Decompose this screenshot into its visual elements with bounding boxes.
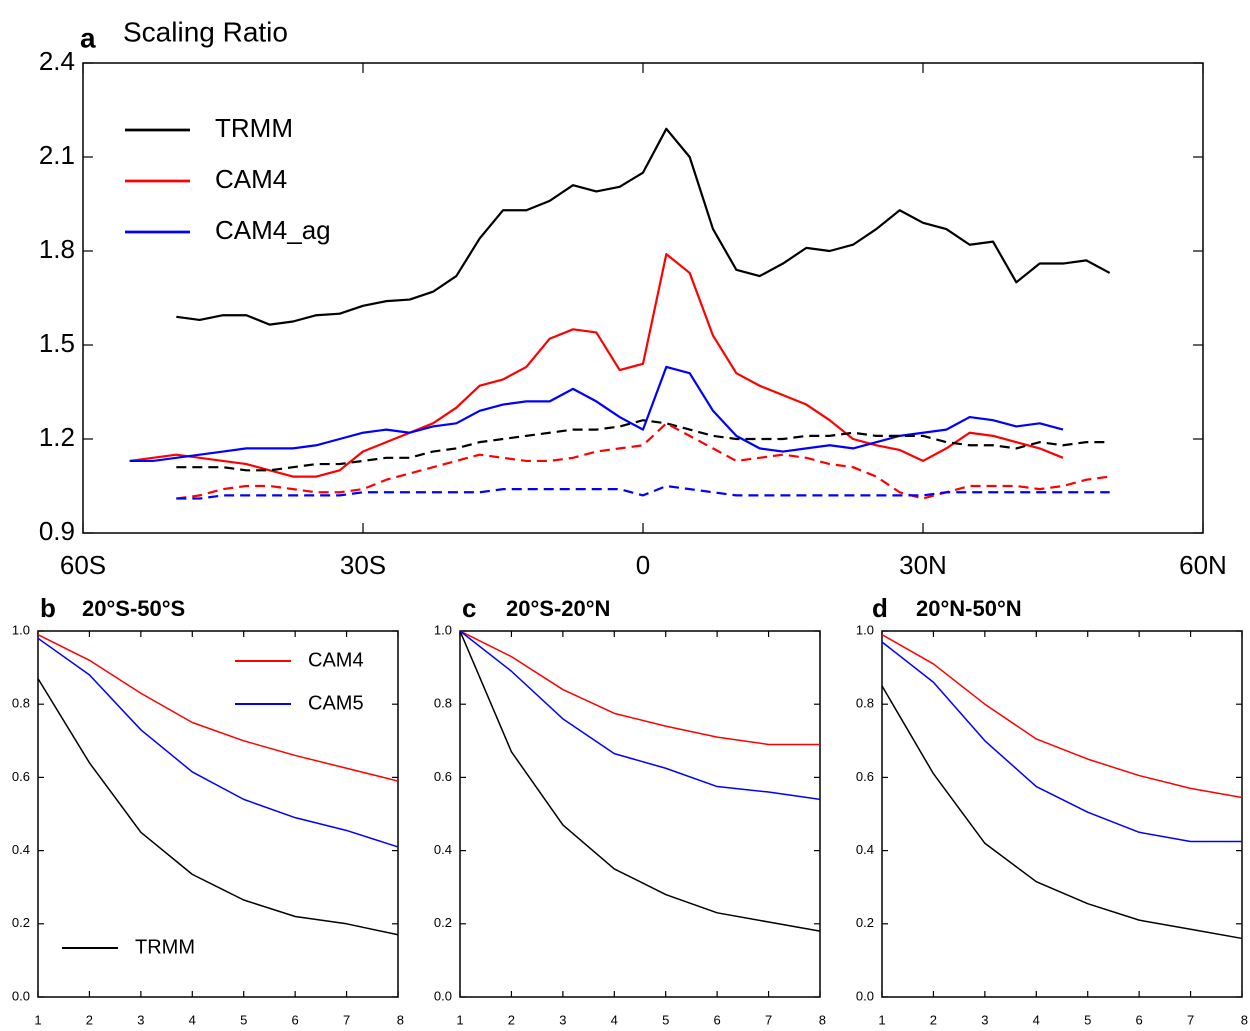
series-line: [37, 633, 399, 782]
series-line: [459, 630, 820, 746]
y-tick-label: 0.8: [12, 696, 30, 711]
series-line: [37, 637, 399, 848]
series-line: [176, 422, 1110, 500]
plot-frame: [881, 630, 1243, 998]
y-tick-label: 0.0: [12, 988, 30, 1003]
y-tick-label: 0.8: [434, 696, 452, 711]
x-tick-label: 7: [343, 1012, 350, 1027]
y-tick-label: 1.0: [12, 622, 30, 637]
x-tick-label: 4: [1033, 1012, 1040, 1027]
panel-title: 20°N-50°N: [916, 596, 1022, 621]
y-tick-label: 0.4: [12, 842, 30, 857]
series-line: [176, 127, 1111, 326]
series-line: [37, 678, 399, 936]
x-tick-label: 3: [981, 1012, 988, 1027]
x-tick-label: 5: [240, 1012, 247, 1027]
x-tick-label: 1: [34, 1012, 41, 1027]
x-tick-label: 2: [86, 1012, 93, 1027]
y-tick-label: 1.0: [856, 622, 874, 637]
x-tick-label: 6: [292, 1012, 299, 1027]
legend-label: CAM4_ag: [215, 215, 331, 245]
panel-title: 20°S-50°S: [82, 596, 185, 621]
plot-frame: [37, 630, 399, 998]
y-tick-label: 2.1: [39, 140, 75, 170]
y-tick-label: 0.4: [856, 842, 874, 857]
y-tick-label: 0.2: [434, 915, 452, 930]
y-tick-label: 0.6: [12, 769, 30, 784]
x-tick-label: 5: [662, 1012, 669, 1027]
x-tick-label: 5: [1084, 1012, 1091, 1027]
x-tick-label: 3: [559, 1012, 566, 1027]
series-line: [881, 641, 1242, 843]
series-line: [881, 634, 1243, 799]
series-line: [176, 484, 1110, 500]
x-tick-label: 7: [1187, 1012, 1194, 1027]
y-tick-label: 0.8: [856, 696, 874, 711]
y-tick-label: 1.0: [434, 622, 452, 637]
x-tick-label: 8: [819, 1012, 826, 1027]
legend-label: TRMM: [135, 936, 195, 958]
legend-label: CAM5: [308, 692, 364, 714]
x-tick-label: 6: [1136, 1012, 1143, 1027]
x-tick-label: 6: [714, 1012, 721, 1027]
y-tick-label: 0.4: [434, 842, 452, 857]
x-tick-label: 7: [765, 1012, 772, 1027]
series-line: [459, 630, 821, 932]
series-line: [881, 685, 1243, 940]
y-tick-label: 0.0: [434, 988, 452, 1003]
panel-title: 20°S-20°N: [506, 596, 610, 621]
panel-title: Scaling Ratio: [123, 16, 288, 47]
legend-label: CAM4: [215, 164, 287, 194]
y-tick-label: 0.2: [856, 915, 874, 930]
x-tick-label: 30S: [340, 550, 386, 580]
series-line: [129, 365, 1064, 463]
y-tick-label: 0.2: [12, 915, 30, 930]
x-tick-label: 4: [611, 1012, 618, 1027]
x-tick-label: 1: [456, 1012, 463, 1027]
x-tick-label: 2: [930, 1012, 937, 1027]
x-tick-label: 0: [636, 550, 650, 580]
x-tick-label: 1: [878, 1012, 885, 1027]
series-line: [129, 253, 1064, 478]
y-tick-label: 0.6: [434, 769, 452, 784]
x-tick-label: 4: [189, 1012, 196, 1027]
panel-label: d: [872, 593, 888, 623]
legend-label: TRMM: [215, 113, 293, 143]
legend-label: CAM4: [308, 649, 364, 671]
y-tick-label: 0.0: [856, 988, 874, 1003]
panel-label: b: [40, 593, 56, 623]
y-tick-label: 1.8: [39, 234, 75, 264]
panel-label: c: [462, 593, 476, 623]
x-tick-label: 60N: [1179, 550, 1227, 580]
plot-frame: [459, 630, 821, 998]
x-tick-label: 3: [137, 1012, 144, 1027]
x-tick-label: 8: [397, 1012, 404, 1027]
x-tick-label: 60S: [60, 550, 106, 580]
panel-label: a: [80, 22, 96, 53]
x-tick-label: 2: [508, 1012, 515, 1027]
series-line: [459, 630, 821, 801]
y-tick-label: 1.2: [39, 422, 75, 452]
y-tick-label: 1.5: [39, 328, 75, 358]
y-tick-label: 0.9: [39, 516, 75, 546]
y-tick-label: 2.4: [39, 46, 75, 76]
series-line: [176, 419, 1110, 472]
x-tick-label: 30N: [899, 550, 947, 580]
y-tick-label: 0.6: [856, 769, 874, 784]
x-tick-label: 8: [1241, 1012, 1248, 1027]
